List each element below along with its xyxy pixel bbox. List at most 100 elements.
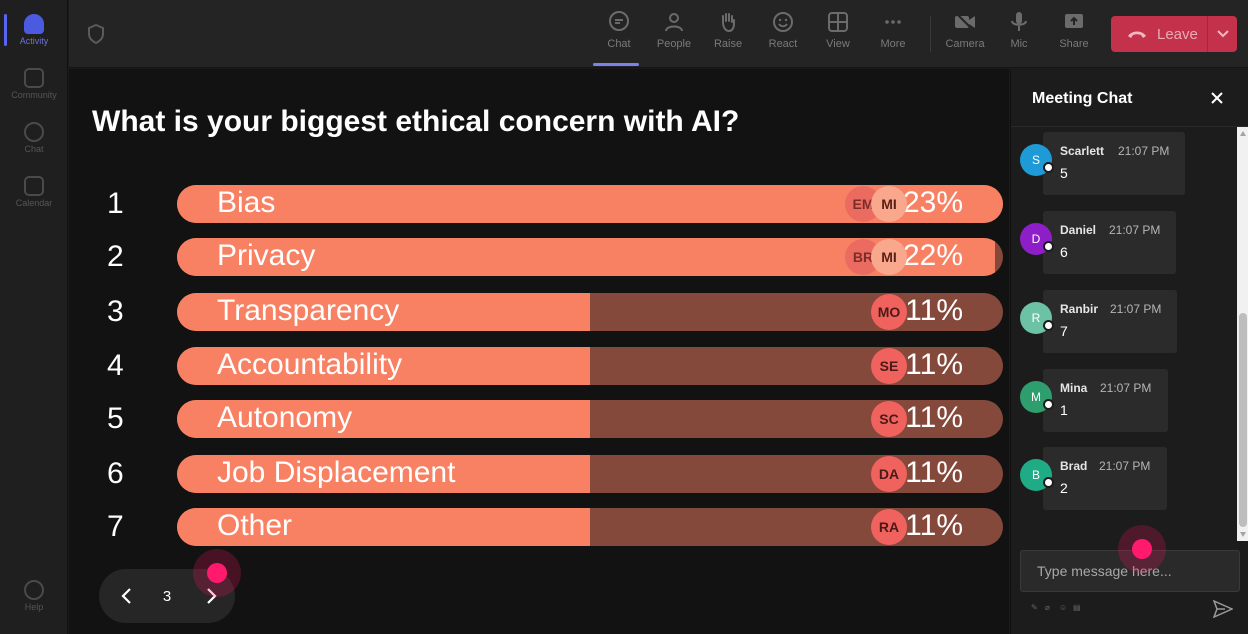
raise-hand-button[interactable]: Raise <box>702 10 754 62</box>
camera-button[interactable]: Camera <box>939 10 991 62</box>
camera-off-icon <box>955 12 975 32</box>
option-percentage: 11% <box>905 456 963 489</box>
help-icon <box>24 580 44 600</box>
avatar-initial: B <box>1031 468 1040 482</box>
leave-button[interactable]: Leave <box>1111 16 1237 52</box>
chat-message-input[interactable] <box>1020 550 1240 592</box>
share-label: Share <box>1059 38 1089 50</box>
emoji-icon[interactable]: ☺ <box>1059 603 1068 612</box>
close-icon[interactable] <box>1209 90 1225 106</box>
people-icon <box>665 13 683 32</box>
option-bar: Accountability 11% SE <box>177 347 1003 385</box>
share-screen-icon <box>1065 14 1083 28</box>
option-label: Job Displacement <box>217 456 456 489</box>
message-text: 6 <box>1060 244 1068 260</box>
chevron-left-icon[interactable] <box>115 584 139 608</box>
react-button[interactable]: React <box>757 10 809 62</box>
poll-stage: What is your biggest ethical concern wit… <box>69 69 1009 634</box>
format-icon[interactable]: ✎ <box>1031 603 1038 612</box>
voter-avatar: MI <box>871 186 907 222</box>
poll-option-row: 4 Accountability 11% SE <box>69 347 1009 385</box>
option-bar-fill <box>177 347 590 385</box>
share-button[interactable]: Share <box>1048 10 1100 62</box>
option-number: 4 <box>107 349 124 382</box>
presence-dot <box>1043 477 1054 488</box>
option-bar: Other 11% RA <box>177 508 1003 546</box>
more-label: More <box>880 38 906 50</box>
rail-item-community[interactable]: Community <box>0 60 68 108</box>
option-percentage: 11% <box>905 294 963 327</box>
presence-dot <box>1043 162 1054 173</box>
scroll-thumb[interactable] <box>1239 313 1247 527</box>
rail-item-activity[interactable]: Activity <box>0 6 68 54</box>
react-label: React <box>768 38 798 50</box>
message-text: 5 <box>1060 165 1068 181</box>
meeting-chat-panel: Meeting Chat Scarlett 21:07 PM 5 S Daniel 21:… <box>1010 69 1248 634</box>
people-button[interactable]: People <box>648 10 700 62</box>
people-label: People <box>656 38 692 50</box>
calendar-icon <box>24 176 44 196</box>
poll-option-row: 5 Autonomy 11% SC <box>69 400 1009 438</box>
option-percentage: 11% <box>905 509 963 542</box>
message-author: Brad <box>1060 459 1088 473</box>
ellipsis-icon <box>885 20 901 24</box>
chat-message: Brad 21:07 PM 2 <box>1043 447 1167 510</box>
message-author: Scarlett <box>1060 144 1105 158</box>
rail-item-chat[interactable]: Chat <box>0 114 68 162</box>
option-percentage: 11% <box>905 401 963 434</box>
presence-dot <box>1043 320 1054 331</box>
rail-item-label: Calendar <box>15 198 53 208</box>
presence-dot <box>1043 241 1054 252</box>
leave-label: Leave <box>1157 25 1198 43</box>
left-rail: Activity Community Chat Calendar Help <box>0 0 68 634</box>
chat-message: Ranbir 21:07 PM 7 <box>1043 290 1177 353</box>
rail-item-label: Activity <box>19 36 49 46</box>
more-button[interactable]: More <box>867 10 919 62</box>
leave-main[interactable]: Leave <box>1111 26 1207 43</box>
option-number: 5 <box>107 402 124 435</box>
avatar-initial: R <box>1031 311 1041 325</box>
rail-item-calendar[interactable]: Calendar <box>0 168 68 216</box>
poll-option-row: 1 Bias 23% EM MI <box>69 185 1009 223</box>
poll-option-row: 6 Job Displacement 11% DA <box>69 455 1009 493</box>
chat-button[interactable]: Chat <box>593 10 645 66</box>
message-time: 21:07 PM <box>1118 144 1170 158</box>
voter-avatar: DA <box>871 456 907 492</box>
avatar: M <box>1020 381 1054 413</box>
chat-message: Daniel 21:07 PM 6 <box>1043 211 1176 274</box>
option-bar: Bias 23% EM MI <box>177 185 1003 223</box>
send-icon[interactable] <box>1213 600 1233 618</box>
gif-icon[interactable]: ▤ <box>1073 603 1081 612</box>
grid-icon <box>828 12 848 32</box>
chat-header: Meeting Chat <box>1011 69 1248 127</box>
message-time: 21:07 PM <box>1100 381 1152 395</box>
chevron-down-icon <box>1216 30 1229 38</box>
option-number: 6 <box>107 457 124 490</box>
option-percentage: 22% <box>902 239 963 272</box>
rail-item-help[interactable]: Help <box>0 572 68 620</box>
message-time: 21:07 PM <box>1110 302 1162 316</box>
attach-icon[interactable]: ⌀ <box>1045 603 1050 612</box>
view-button[interactable]: View <box>812 10 864 62</box>
voter-avatar: MO <box>871 294 907 330</box>
message-author: Mina <box>1060 381 1088 395</box>
scroll-up-arrow[interactable] <box>1240 131 1246 136</box>
mic-label: Mic <box>1010 38 1028 50</box>
option-label: Autonomy <box>217 401 353 434</box>
camera-label: Camera <box>945 38 985 50</box>
scroll-down-arrow[interactable] <box>1240 532 1246 537</box>
meeting-toolbar: Chat People Raise React View More Camera… <box>69 0 1248 68</box>
voter-avatar: MI <box>871 239 907 275</box>
option-bar-fill <box>177 293 590 331</box>
chat-scrollbar[interactable] <box>1237 127 1248 541</box>
leave-dropdown[interactable] <box>1208 30 1237 38</box>
voter-avatar: SC <box>871 401 907 437</box>
chat-message: Mina 21:07 PM 1 <box>1043 369 1168 432</box>
option-percentage: 23% <box>902 186 963 219</box>
avatar-initial: M <box>1031 390 1041 404</box>
avatar-initial: S <box>1031 153 1040 167</box>
mic-button[interactable]: Mic <box>993 10 1045 62</box>
chevron-right-icon[interactable] <box>199 584 223 608</box>
toolbar-divider <box>930 16 931 52</box>
pointer-cursor-marker <box>1118 525 1166 573</box>
